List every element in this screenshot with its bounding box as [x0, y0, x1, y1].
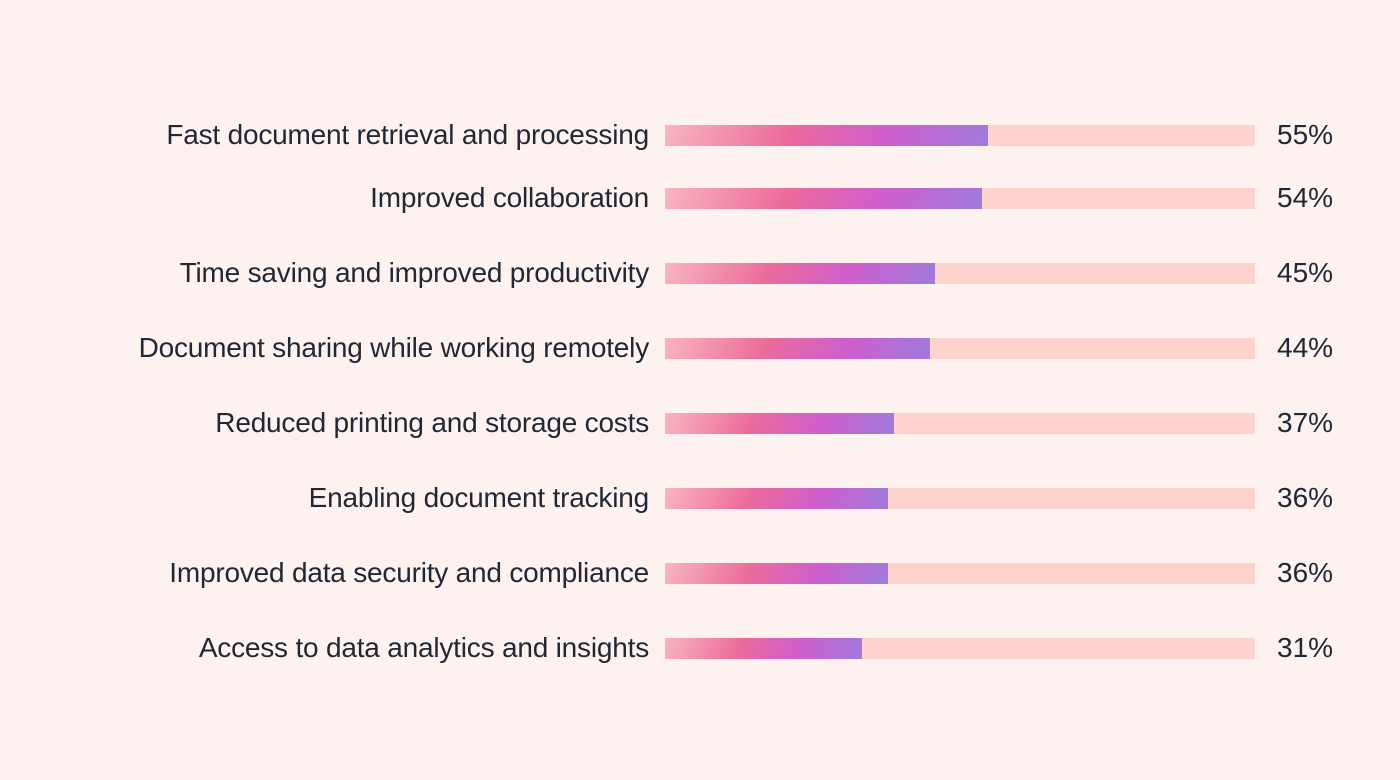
bar-chart: Fast document retrieval and processing 5… — [57, 119, 1400, 663]
category-label: Access to data analytics and insights — [198, 632, 649, 663]
bar-track — [665, 487, 1255, 509]
value-label: 37% — [1277, 407, 1334, 438]
bar-track — [665, 124, 1255, 146]
bar-fill — [665, 562, 889, 584]
bar-fill — [665, 412, 894, 434]
bar-track — [665, 337, 1255, 359]
bar-fill — [665, 337, 931, 359]
chart-row: Access to data analytics and insights 31… — [57, 632, 1400, 663]
bar-fill — [665, 262, 936, 284]
category-label: Time saving and improved productivity — [179, 257, 650, 288]
chart-row: Improved collaboration 54% — [57, 182, 1400, 213]
category-label: Enabling document tracking — [308, 482, 650, 513]
chart-row: Improved data security and compliance 36… — [57, 557, 1400, 588]
value-label: 36% — [1277, 557, 1334, 588]
value-label: 54% — [1277, 182, 1334, 213]
chart-row: Time saving and improved productivity 45… — [57, 257, 1400, 288]
category-label: Reduced printing and storage costs — [215, 407, 649, 438]
bar-track — [665, 412, 1255, 434]
category-label: Improved data security and compliance — [169, 557, 649, 588]
bar-track — [665, 562, 1255, 584]
chart-row: Enabling document tracking 36% — [57, 482, 1400, 513]
value-label: 44% — [1277, 332, 1334, 363]
bar-fill — [665, 487, 889, 509]
category-label: Document sharing while working remotely — [138, 332, 650, 363]
chart-row: Fast document retrieval and processing 5… — [57, 119, 1400, 150]
chart-row: Document sharing while working remotely … — [57, 332, 1400, 363]
bar-fill — [665, 124, 988, 146]
bar-track — [665, 187, 1255, 209]
bar-track — [665, 637, 1255, 659]
value-label: 36% — [1277, 482, 1334, 513]
bar-track — [665, 262, 1255, 284]
value-label: 31% — [1277, 632, 1334, 663]
bar-fill — [665, 187, 983, 209]
bar-fill — [665, 637, 863, 659]
chart-row: Reduced printing and storage costs 37% — [57, 407, 1400, 438]
value-label: 45% — [1277, 257, 1334, 288]
value-label: 55% — [1277, 119, 1334, 150]
category-label: Fast document retrieval and processing — [166, 119, 649, 150]
category-label: Improved collaboration — [370, 182, 649, 213]
